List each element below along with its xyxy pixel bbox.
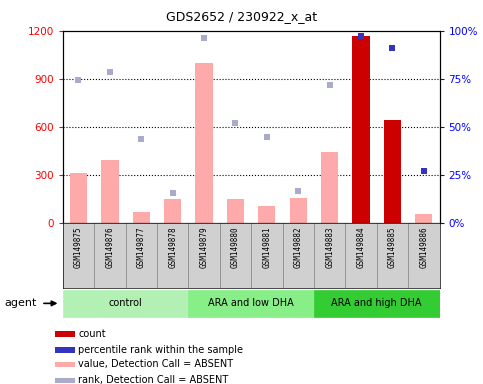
Point bbox=[232, 120, 240, 126]
Point bbox=[389, 45, 397, 51]
Text: control: control bbox=[109, 298, 142, 308]
Bar bbox=[258, 206, 275, 223]
FancyBboxPatch shape bbox=[63, 290, 188, 317]
Text: GDS2652 / 230922_x_at: GDS2652 / 230922_x_at bbox=[166, 10, 317, 23]
Text: count: count bbox=[78, 329, 106, 339]
Bar bbox=[55, 378, 74, 383]
Bar bbox=[227, 199, 244, 223]
Bar bbox=[384, 120, 401, 223]
Point bbox=[169, 190, 177, 196]
Point bbox=[263, 134, 271, 140]
Point bbox=[357, 33, 365, 40]
Bar bbox=[353, 36, 369, 223]
Text: GSM149876: GSM149876 bbox=[105, 226, 114, 268]
Text: GSM149881: GSM149881 bbox=[262, 226, 271, 268]
Bar bbox=[55, 362, 74, 367]
Bar bbox=[55, 347, 74, 353]
Bar bbox=[196, 63, 213, 223]
Text: GSM149879: GSM149879 bbox=[199, 226, 209, 268]
Text: ARA and low DHA: ARA and low DHA bbox=[208, 298, 294, 308]
Text: percentile rank within the sample: percentile rank within the sample bbox=[78, 345, 243, 355]
Text: GSM149875: GSM149875 bbox=[74, 226, 83, 268]
Text: GSM149882: GSM149882 bbox=[294, 226, 303, 268]
Point bbox=[295, 188, 302, 194]
Bar bbox=[133, 212, 150, 223]
Bar bbox=[415, 214, 432, 223]
Point bbox=[106, 68, 114, 74]
Point bbox=[138, 136, 145, 142]
Bar bbox=[164, 199, 181, 223]
Text: GSM149885: GSM149885 bbox=[388, 226, 397, 268]
Text: GSM149884: GSM149884 bbox=[356, 226, 366, 268]
Bar bbox=[290, 198, 307, 223]
Bar bbox=[70, 173, 87, 223]
Bar bbox=[321, 152, 338, 223]
Text: agent: agent bbox=[5, 298, 37, 308]
Text: GSM149877: GSM149877 bbox=[137, 226, 146, 268]
Text: GSM149886: GSM149886 bbox=[419, 226, 428, 268]
Point bbox=[420, 168, 428, 174]
Bar bbox=[101, 161, 118, 223]
Text: GSM149883: GSM149883 bbox=[325, 226, 334, 268]
Point bbox=[200, 35, 208, 41]
Text: GSM149878: GSM149878 bbox=[168, 226, 177, 268]
Bar bbox=[55, 331, 74, 336]
Text: GSM149880: GSM149880 bbox=[231, 226, 240, 268]
Text: rank, Detection Call = ABSENT: rank, Detection Call = ABSENT bbox=[78, 376, 228, 384]
Text: value, Detection Call = ABSENT: value, Detection Call = ABSENT bbox=[78, 359, 233, 369]
Point bbox=[326, 82, 333, 88]
FancyBboxPatch shape bbox=[188, 290, 314, 317]
Point bbox=[74, 76, 82, 83]
FancyBboxPatch shape bbox=[314, 290, 440, 317]
Text: ARA and high DHA: ARA and high DHA bbox=[331, 298, 422, 308]
